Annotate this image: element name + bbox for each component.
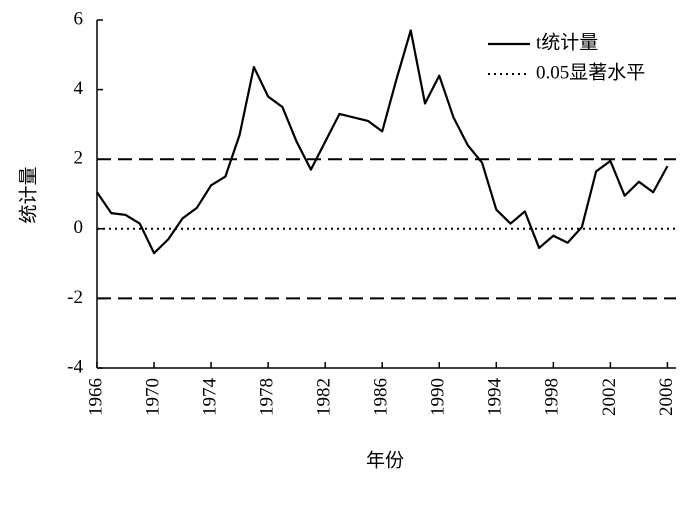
x-tick-label: 1986: [371, 378, 392, 416]
x-tick-label: 1998: [542, 378, 563, 416]
x-tick-label: 1982: [314, 378, 335, 416]
y-tick-label: -4: [67, 356, 83, 377]
y-axis-label: 统计量: [17, 166, 39, 223]
y-tick-label: 2: [74, 148, 84, 169]
x-tick-label: 1994: [485, 377, 506, 416]
x-tick-label: 2006: [656, 378, 677, 416]
y-tick-label: -2: [67, 287, 83, 308]
y-tick-label: 0: [74, 217, 84, 238]
data-line: [96, 29, 669, 255]
x-tick-label: 2002: [599, 378, 620, 416]
x-tick-label: 1990: [428, 378, 449, 416]
y-tick-label: 6: [74, 8, 84, 29]
x-tick-label: 1966: [85, 378, 106, 416]
y-tick-label: 4: [74, 78, 84, 99]
legend-label: t统计量: [536, 31, 598, 53]
x-tick-label: 1974: [199, 378, 220, 417]
legend-label: 0.05显著水平: [536, 61, 645, 83]
x-axis-label: 年份: [366, 449, 404, 471]
x-tick-label: 1970: [142, 378, 163, 416]
x-tick-label: 1978: [256, 378, 277, 416]
